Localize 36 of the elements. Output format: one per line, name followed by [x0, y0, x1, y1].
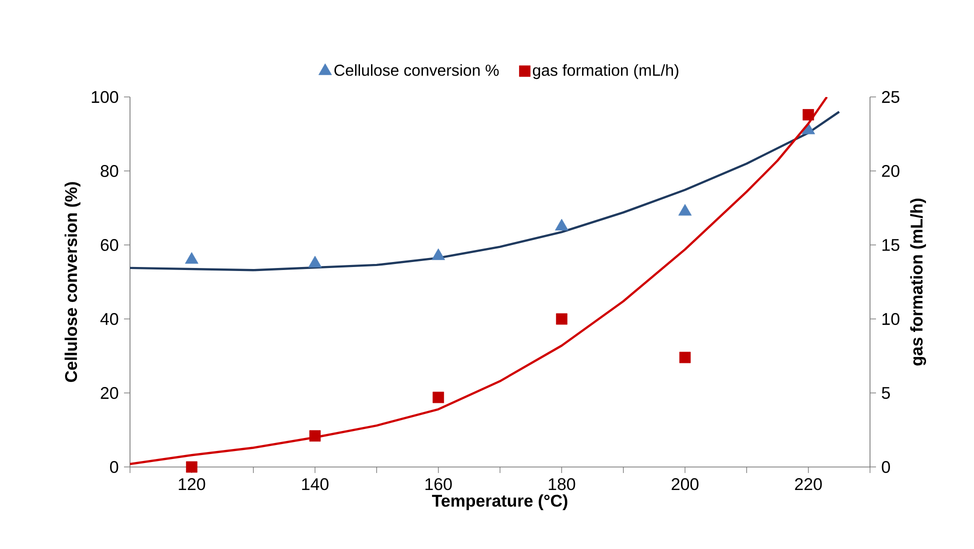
legend-label: Cellulose conversion % — [334, 64, 499, 76]
x-tick-label: 160 — [426, 478, 452, 490]
point — [556, 313, 568, 325]
y2-tick-label: 25 — [882, 90, 900, 103]
y-tick-label: 40 — [100, 312, 118, 325]
point — [432, 392, 444, 404]
point — [678, 204, 692, 216]
legend-label: gas formation (mL/h) — [532, 64, 678, 80]
y-tick-label: 20 — [100, 386, 118, 399]
x-tick-label: 180 — [548, 478, 576, 490]
y2-tick-label: 20 — [882, 164, 900, 177]
y-tick-label: 0 — [110, 460, 118, 473]
x-tick-label: 200 — [672, 478, 698, 490]
point — [186, 461, 198, 473]
y-tick-label: 80 — [100, 164, 118, 177]
point — [679, 352, 691, 364]
y-axis-title: Cellulose conversion (%) — [64, 182, 80, 382]
y2-tick-label: 15 — [882, 239, 900, 251]
line-series — [130, 110, 840, 272]
x-axis-title: Temperature (°C) — [432, 494, 568, 510]
y2-tick-label: 5 — [882, 387, 890, 399]
y2-axis-title: gas formation (mL/h) — [910, 198, 926, 366]
point — [802, 122, 816, 134]
point — [309, 430, 321, 442]
y2-tick-label: 10 — [882, 312, 900, 325]
point — [432, 248, 446, 260]
point — [555, 218, 568, 230]
x-tick-label: 220 — [795, 478, 822, 490]
point — [802, 109, 814, 120]
x-tick-label: 140 — [302, 478, 328, 490]
x-tick-label: 120 — [178, 478, 206, 490]
y2-tick-label: 0 — [882, 460, 890, 473]
y-tick-label: 100 — [92, 90, 118, 103]
point — [308, 256, 322, 268]
y-tick-label: 60 — [100, 238, 118, 251]
point — [185, 252, 198, 264]
